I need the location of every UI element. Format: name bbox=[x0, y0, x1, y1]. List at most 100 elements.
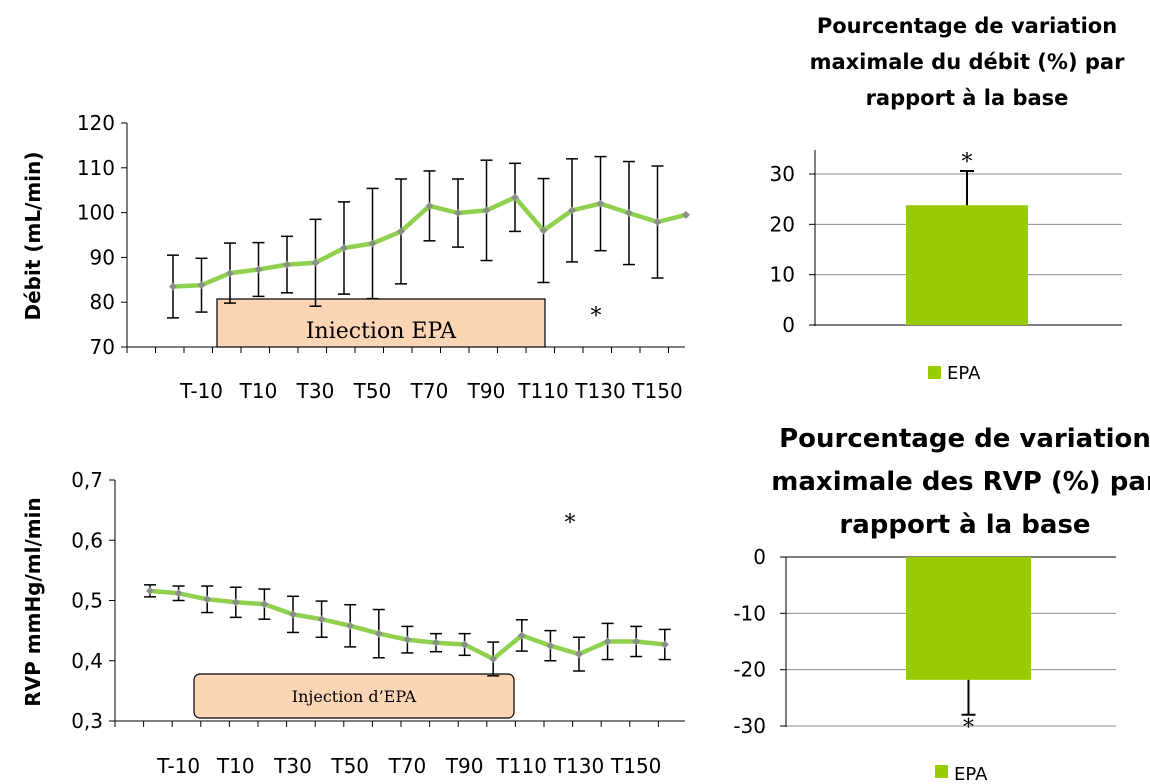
line1-data-point bbox=[539, 226, 548, 235]
rvp-y-axis-label: RVP mmHg/ml/min bbox=[21, 497, 45, 706]
line1-data-point bbox=[197, 281, 206, 290]
debit-bar-legend-swatch bbox=[928, 366, 941, 379]
bar1-title-line: Pourcentage de variation bbox=[817, 14, 1117, 38]
rvp-bar-chart: Pourcentage de variation maximale des RVP… bbox=[733, 424, 1150, 784]
bar1-title-line: rapport à la base bbox=[866, 86, 1069, 110]
line2-data-point bbox=[260, 600, 269, 609]
line1-data-point bbox=[568, 206, 576, 215]
line2-data-point bbox=[289, 610, 297, 619]
line1-data-point bbox=[226, 269, 234, 278]
line2-data-point bbox=[489, 654, 498, 663]
line2-x-tick-label: T30 bbox=[273, 754, 312, 778]
line1-y-tick-label: 90 bbox=[90, 245, 115, 269]
line2-data-point bbox=[432, 638, 440, 647]
line2-data-point bbox=[231, 598, 240, 607]
rvp-bar-legend-swatch bbox=[935, 765, 948, 778]
line1-data-point bbox=[653, 218, 662, 227]
debit-line-chart: Débit (mL/min) 70 80 90 100 110 120 T-10 T10 T3… bbox=[21, 111, 690, 403]
line1-x-tick-label: T10 bbox=[239, 379, 278, 403]
line1-data-point bbox=[625, 209, 633, 218]
line2-data-point bbox=[403, 635, 412, 644]
line2-data-point bbox=[146, 586, 154, 595]
line1-data-point bbox=[254, 265, 263, 274]
debit-injection-label: Iniection EPA bbox=[306, 319, 457, 344]
line1-data-point bbox=[482, 206, 491, 215]
line1-data-point bbox=[397, 227, 405, 236]
line1-y-tick-label: 70 bbox=[90, 335, 115, 359]
rvp-bar-significance-star: * bbox=[963, 716, 974, 741]
bar1-y-tick-label: 0 bbox=[782, 313, 795, 337]
bar2-y-tick-label: -30 bbox=[733, 714, 766, 738]
bar2-title-line: maximale des RVP (%) par bbox=[771, 467, 1150, 497]
rvp-injection-label: Injection d’EPA bbox=[292, 687, 417, 706]
line1-data-point bbox=[368, 239, 377, 248]
line2-data-point bbox=[546, 641, 555, 650]
bar2-title-line: rapport à la base bbox=[839, 510, 1090, 540]
line2-data-point bbox=[603, 637, 612, 646]
bar2-y-tick-label: 0 bbox=[753, 545, 766, 569]
line2-y-tick-label: 0,6 bbox=[71, 528, 103, 552]
rvp-line-chart: RVP mmHg/ml/min 0,3 0,4 0,5 0,6 0,7 T-10 T10 T… bbox=[21, 468, 685, 778]
line2-y-tick-label: 0,7 bbox=[71, 468, 103, 492]
debit-significance-star: * bbox=[591, 304, 602, 329]
rvp-bar-legend-label: EPA bbox=[954, 764, 988, 784]
line1-data-point bbox=[596, 199, 605, 208]
line2-x-tick-label: T150 bbox=[610, 754, 661, 778]
line2-data-point bbox=[660, 640, 669, 649]
line1-data-point bbox=[682, 210, 690, 219]
line2-data-point bbox=[632, 637, 641, 646]
line2-y-tick-label: 0,4 bbox=[71, 649, 103, 673]
line1-data-point bbox=[425, 201, 434, 210]
line1-data-point bbox=[311, 258, 320, 267]
bar1-y-tick-label: 10 bbox=[770, 263, 795, 287]
line2-x-tick-label: T10 bbox=[216, 754, 255, 778]
line2-x-tick-label: T-10 bbox=[156, 754, 200, 778]
bar2-y-tick-label: -10 bbox=[733, 601, 766, 625]
line1-x-tick-label: T50 bbox=[353, 379, 392, 403]
line1-x-tick-label: T110 bbox=[517, 379, 568, 403]
debit-bar-chart: Pourcentage de variation maximale du débi… bbox=[770, 14, 1126, 384]
debit-bar-legend-label: EPA bbox=[947, 363, 981, 384]
line1-y-tick-label: 100 bbox=[77, 201, 115, 225]
line2-x-tick-label: T130 bbox=[553, 754, 604, 778]
line1-x-tick-label: T70 bbox=[410, 379, 449, 403]
line1-x-tick-label: T30 bbox=[296, 379, 335, 403]
line2-data-point bbox=[317, 615, 326, 624]
debit-bar-epa bbox=[906, 205, 1028, 325]
rvp-injection-box bbox=[193, 673, 515, 719]
line2-data-point bbox=[575, 650, 583, 659]
bar2-y-tick-label: -20 bbox=[733, 658, 766, 682]
line2-data-point bbox=[346, 621, 355, 630]
bar1-y-tick-label: 30 bbox=[770, 162, 795, 186]
line1-x-tick-label: T-10 bbox=[179, 379, 223, 403]
line2-x-tick-label: T110 bbox=[496, 754, 547, 778]
bar1-y-tick-label: 20 bbox=[770, 212, 795, 236]
line1-y-tick-label: 110 bbox=[77, 156, 115, 180]
debit-y-axis-label: Débit (mL/min) bbox=[21, 152, 45, 321]
line1-x-tick-label: T130 bbox=[574, 379, 625, 403]
line2-x-tick-label: T70 bbox=[388, 754, 427, 778]
line1-data-point bbox=[340, 243, 348, 252]
line1-data-point bbox=[283, 260, 291, 269]
rvp-significance-star: * bbox=[565, 511, 576, 536]
line2-y-tick-label: 0,3 bbox=[71, 709, 103, 733]
line1-data-point bbox=[511, 193, 519, 202]
line2-x-tick-label: T90 bbox=[445, 754, 484, 778]
line1-x-tick-label: T90 bbox=[467, 379, 506, 403]
debit-bar-significance-star: * bbox=[962, 150, 973, 175]
line2-data-point bbox=[517, 631, 526, 640]
bar2-title-line: Pourcentage de variation bbox=[779, 424, 1150, 454]
line1-data-point bbox=[454, 209, 462, 218]
rvp-bar-epa bbox=[906, 557, 1031, 680]
line2-data-point bbox=[460, 640, 469, 649]
line2-data-point bbox=[203, 595, 212, 604]
bar1-title-line: maximale du débit (%) par bbox=[810, 50, 1126, 74]
line2-data-point bbox=[174, 589, 183, 598]
line2-x-tick-label: T50 bbox=[330, 754, 369, 778]
line1-x-tick-label: T150 bbox=[631, 379, 682, 403]
line1-y-tick-label: 80 bbox=[90, 290, 115, 314]
line2-y-tick-label: 0,5 bbox=[71, 589, 103, 613]
line1-data-point bbox=[169, 282, 177, 291]
debit-injection-box bbox=[216, 298, 546, 348]
